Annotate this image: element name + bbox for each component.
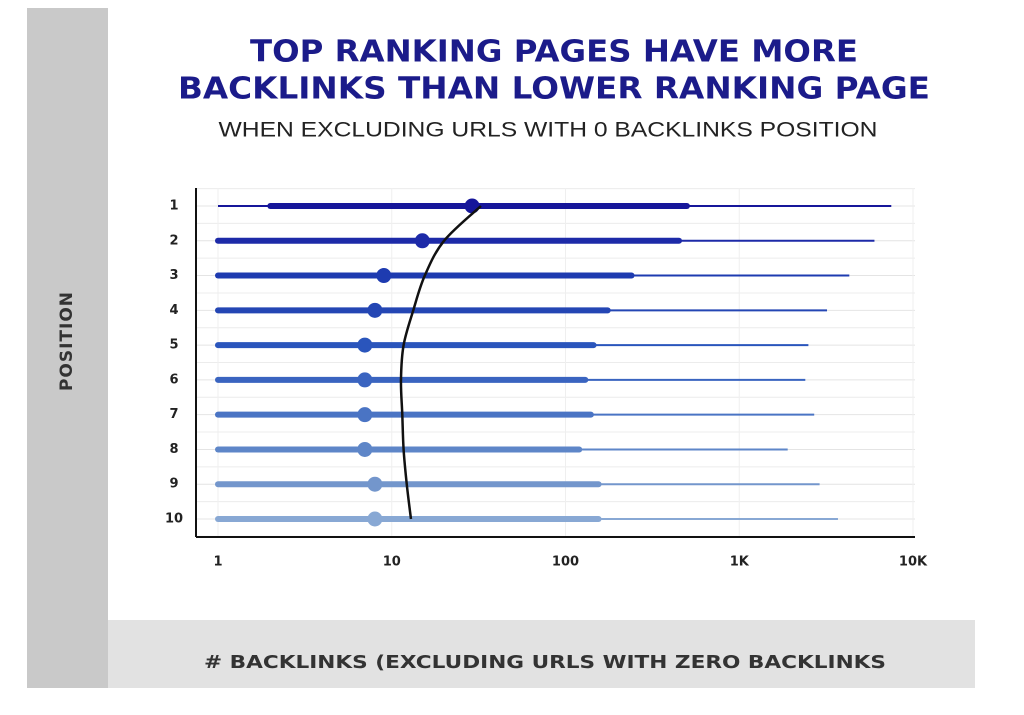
chart-subtitle: WHEN EXCLUDING URLS WITH 0 BACKLINKS POS… xyxy=(219,119,878,142)
x-tick-label: 10K xyxy=(899,555,928,570)
median-dot xyxy=(367,511,383,527)
median-dot xyxy=(357,372,373,388)
x-tick-label: 1 xyxy=(213,555,222,570)
x-tick-label: 1K xyxy=(730,555,750,570)
x-tick-label: 100 xyxy=(552,555,579,570)
median-dot xyxy=(414,233,430,249)
y-tick-label: 1 xyxy=(169,199,178,214)
y-tick-label: 10 xyxy=(165,512,183,527)
y-tick-label: 2 xyxy=(169,233,178,248)
chart-title: TOP RANKING PAGES HAVE MORE xyxy=(250,35,858,70)
median-dot xyxy=(376,268,392,284)
median-dot xyxy=(367,476,383,492)
median-dot xyxy=(357,407,373,423)
y-tick-label: 9 xyxy=(169,477,178,492)
median-dot xyxy=(357,441,373,457)
chart-title: BACKLINKS THAN LOWER RANKING PAGE xyxy=(178,72,930,107)
y-tick-label: 4 xyxy=(169,303,178,318)
x-axis-title: # BACKLINKS (EXCLUDING URLS WITH ZERO BA… xyxy=(204,652,886,673)
y-tick-label: 7 xyxy=(169,407,178,422)
x-tick-label: 10 xyxy=(383,555,401,570)
trend-line xyxy=(399,205,482,520)
y-tick-label: 8 xyxy=(169,442,178,457)
median-dot xyxy=(367,302,383,318)
y-tick-label: 5 xyxy=(169,338,178,353)
median-dot xyxy=(464,198,480,214)
y-tick-label: 3 xyxy=(169,268,178,283)
y-axis-title: POSITION xyxy=(57,291,77,391)
y-label-panel xyxy=(27,8,108,688)
x-label-panel xyxy=(108,620,975,688)
median-dot xyxy=(357,337,373,353)
y-tick-label: 6 xyxy=(169,372,178,387)
